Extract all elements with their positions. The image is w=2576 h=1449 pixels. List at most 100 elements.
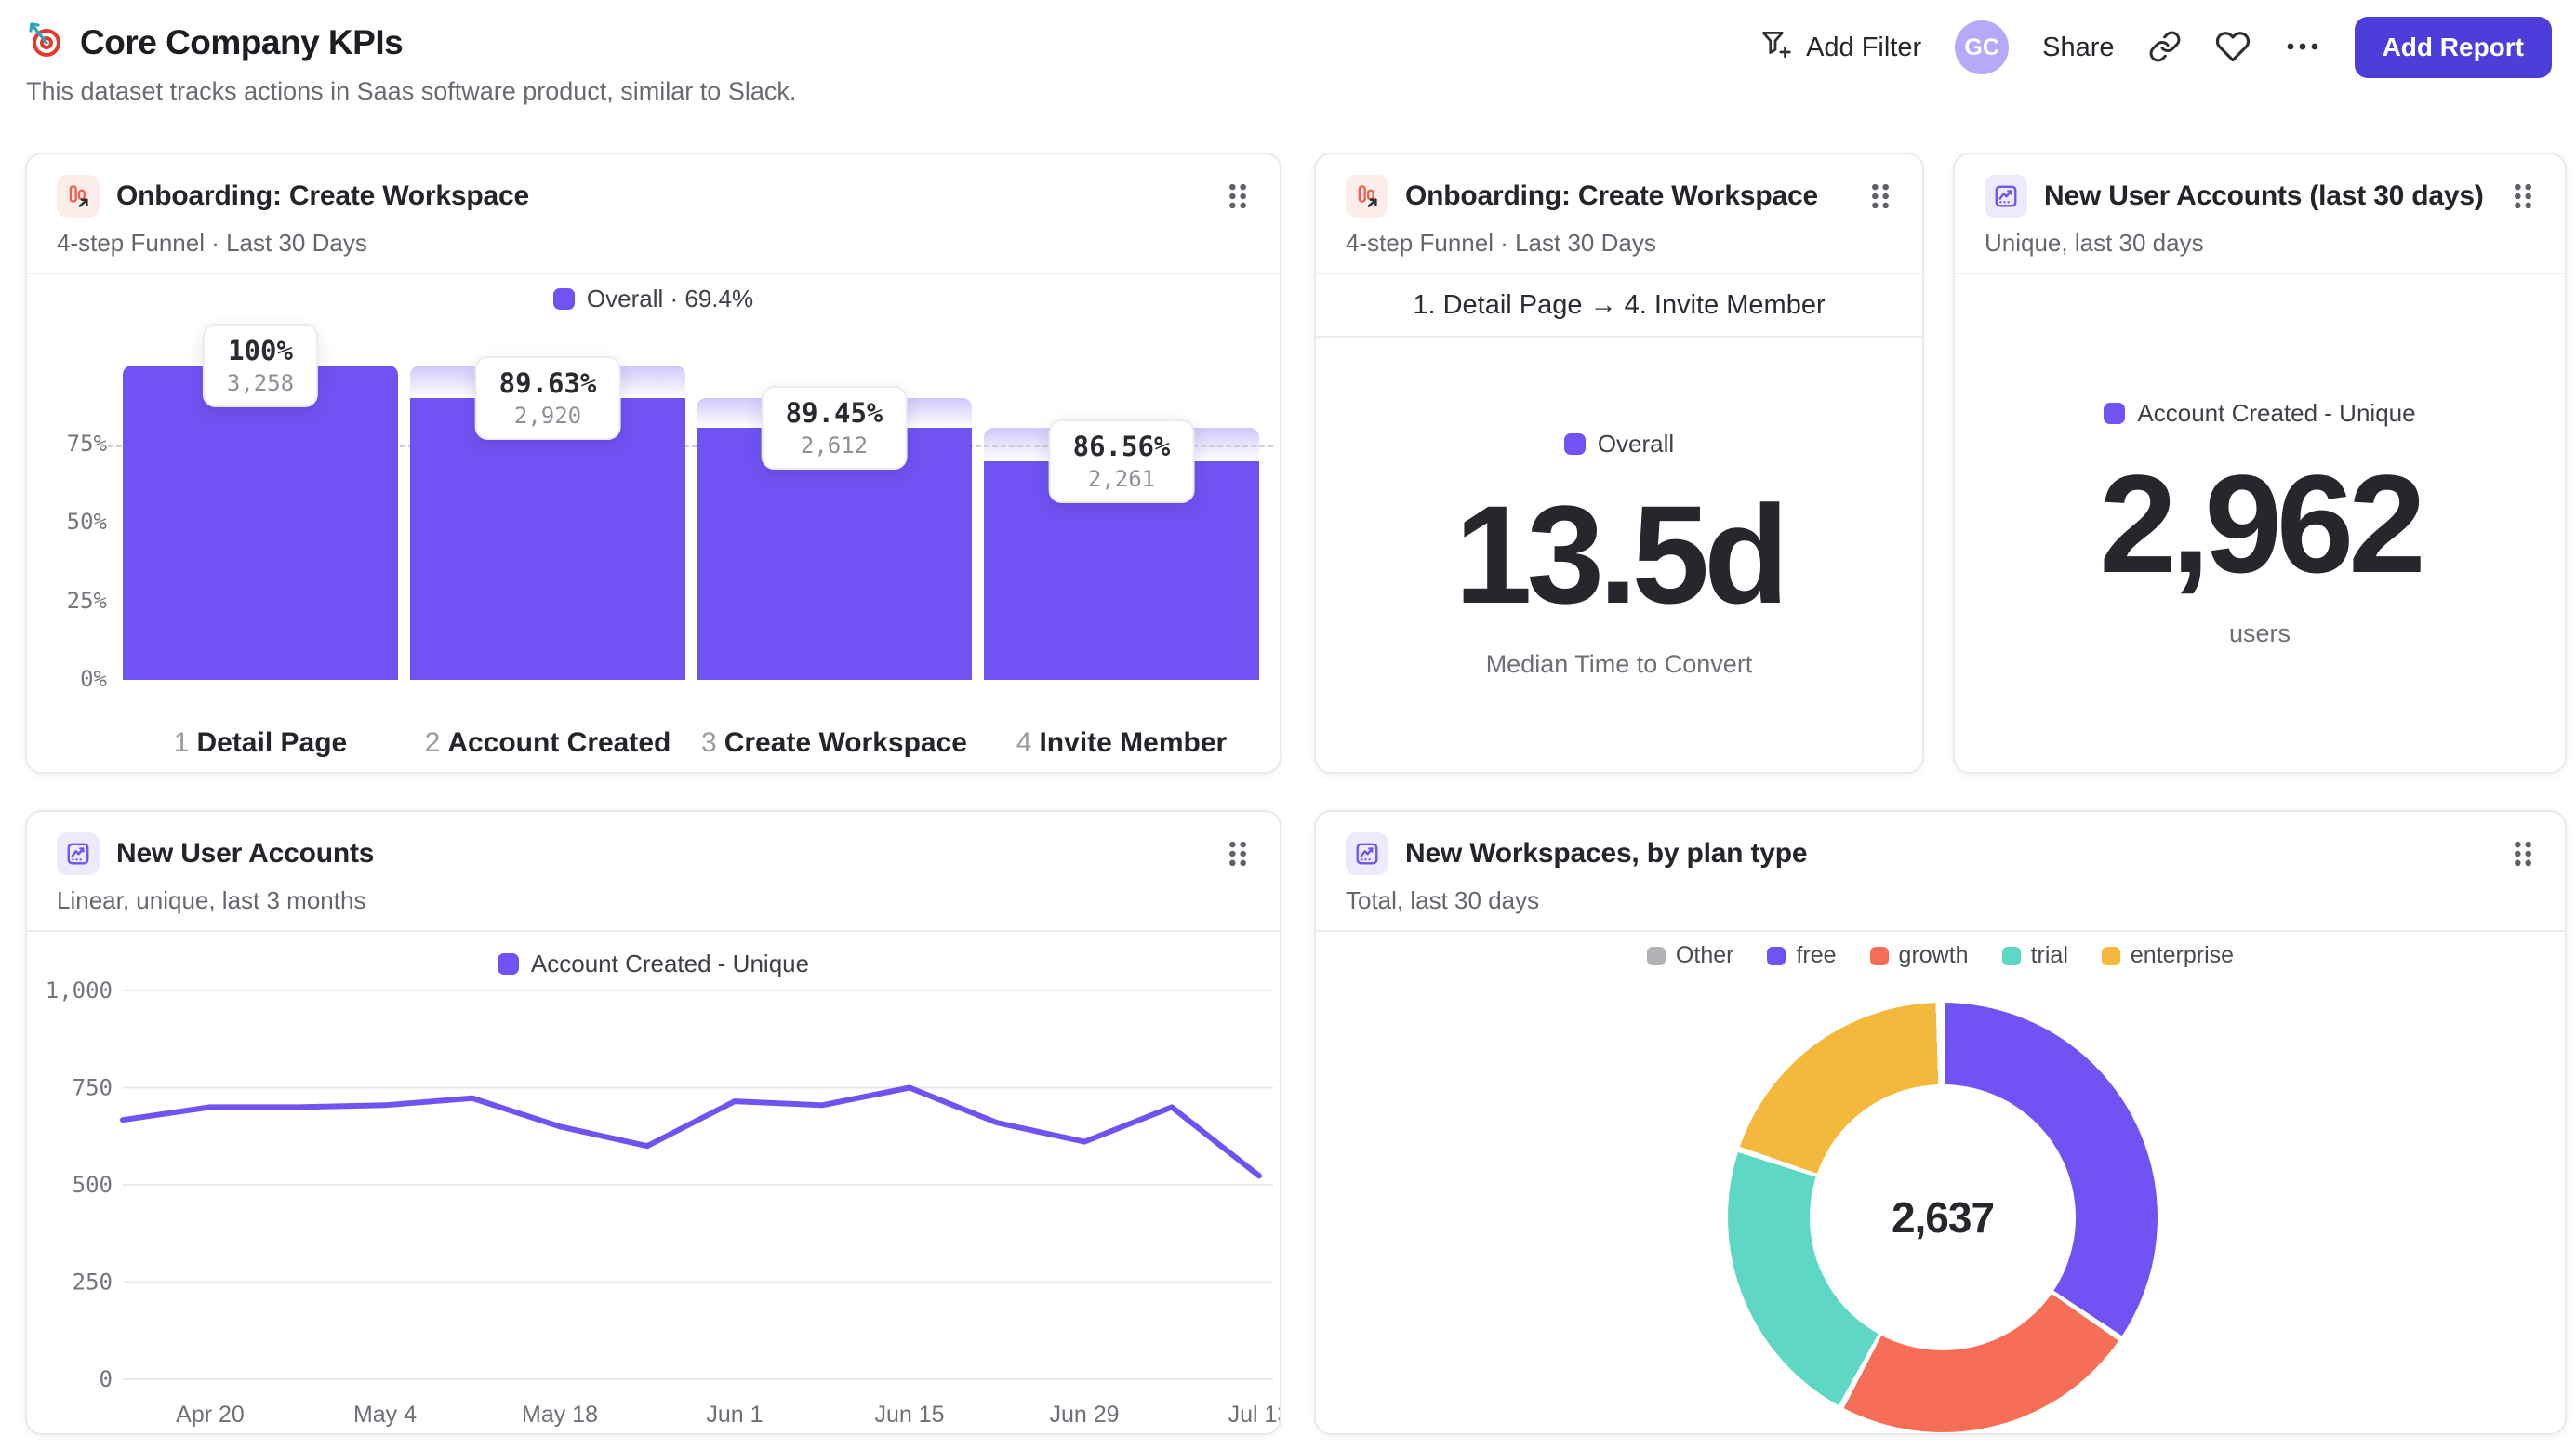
card-workspaces-by-plan: New Workspaces, by plan type Total, last… <box>1314 810 2567 1435</box>
legend-chip <box>1563 432 1586 455</box>
funnel-step-pct: 89.45% <box>785 397 883 430</box>
legend-item-free[interactable]: free <box>1767 942 1837 969</box>
funnel-value-tooltip: 100% 3,258 <box>202 324 319 407</box>
funnel-step-count: 3,258 <box>226 370 295 396</box>
funnel-step-number: 2 <box>424 727 441 758</box>
link-icon <box>2148 30 2182 66</box>
funnel-y-tick-label: 0% <box>80 666 107 692</box>
legend-label: Overall <box>1597 429 1675 458</box>
card-title: New Workspaces, by plan type <box>1405 838 1808 869</box>
donut-legend: Other free growth trial enterprise <box>1316 942 2565 969</box>
legend-label: Overall · 69.4% <box>586 285 754 312</box>
funnel-step-number: 4 <box>1016 727 1032 758</box>
y-axis-label: 500 <box>73 1172 113 1198</box>
card-subtitle: 4-step Funnel · Last 30 Days <box>1346 229 1656 257</box>
funnel-step-label: 3 Create Workspace <box>697 727 972 759</box>
funnel-y-tick-label: 50% <box>66 509 107 535</box>
metric-legend[interactable]: Account Created - Unique <box>2104 398 2416 428</box>
funnel-step-name: Create Workspace <box>724 727 967 758</box>
donut-chart[interactable]: 2,637 <box>1728 1003 2158 1432</box>
trend-line <box>120 1084 1262 1179</box>
legend-item-other[interactable]: Other <box>1646 942 1734 969</box>
card-title: Onboarding: Create Workspace <box>116 180 529 211</box>
line-chart-icon <box>1985 175 2027 218</box>
y-axis-label: 0 <box>100 1366 113 1392</box>
funnel-value-tooltip: 89.45% 2,612 <box>761 386 908 471</box>
card-accounts-trend: New User Accounts Linear, unique, last 3… <box>25 810 1281 1435</box>
heart-icon <box>2215 29 2251 67</box>
funnel-y-tick-label: 75% <box>66 430 107 457</box>
funnel-step-name: Detail Page <box>196 727 348 758</box>
favorite-button[interactable] <box>2215 29 2251 67</box>
legend-label: Other <box>1675 942 1734 968</box>
drag-handle-icon[interactable] <box>2511 838 2535 870</box>
target-icon <box>26 20 65 64</box>
card-header: New User Accounts Linear, unique, last 3… <box>27 812 1280 932</box>
legend-label: growth <box>1898 942 1969 968</box>
copy-link-button[interactable] <box>2148 30 2182 66</box>
card-title: New User Accounts <box>116 838 375 869</box>
line-chart-svg: 1,000 750 500 250 0 Apr 20 May 4 May 18 Jun 1 Jun… <box>46 977 1280 1428</box>
metric-caption: users <box>2228 618 2291 647</box>
y-axis-label: 1,000 <box>46 977 113 1004</box>
funnel-step-name: Invite Member <box>1039 727 1228 758</box>
card-header: Onboarding: Create Workspace 4-step Funn… <box>27 154 1280 274</box>
legend-label: trial <box>2030 942 2068 968</box>
legend-chip <box>552 288 575 310</box>
donut-center: 2,637 <box>1810 1084 2076 1350</box>
add-filter-label: Add Filter <box>1806 32 1922 62</box>
ellipsis-icon <box>2284 40 2321 56</box>
x-axis-label: May 18 <box>522 1402 598 1428</box>
legend-chip <box>1869 946 1889 965</box>
legend-item-growth[interactable]: growth <box>1869 942 1969 969</box>
line-chart-icon <box>57 832 100 875</box>
funnel-step-pct: 100% <box>228 335 293 366</box>
metric-value: 2,962 <box>2099 445 2425 602</box>
funnel-step-label: 4 Invite Member <box>984 727 1259 759</box>
board-header: Core Company KPIs This dataset tracks ac… <box>26 20 796 106</box>
funnel-step-pct: 86.56% <box>1072 431 1171 463</box>
drag-handle-icon[interactable] <box>1868 180 1892 212</box>
x-axis-label: Apr 20 <box>176 1402 245 1428</box>
more-menu-button[interactable] <box>2284 40 2321 56</box>
funnel-value-tooltip: 86.56% 2,261 <box>1048 419 1195 504</box>
add-report-button[interactable]: Add Report <box>2354 17 2552 78</box>
legend-item-trial[interactable]: trial <box>2001 942 2068 969</box>
page-subtitle: This dataset tracks actions in Saas soft… <box>26 77 797 105</box>
funnel-bar[interactable] <box>410 398 685 680</box>
metric-legend[interactable]: Overall <box>1563 429 1675 459</box>
x-axis-label: Jul 13 <box>1228 1402 1280 1428</box>
funnel-step-label: 2 Account Created <box>410 727 685 759</box>
funnel-chart-icon <box>57 175 100 218</box>
funnel-bar[interactable] <box>697 428 972 680</box>
funnel-chart: 75% 50% 25% 0% 100% 3,258 1 Detail Page 89.63% 2,… <box>27 154 1280 772</box>
x-axis-label: Jun 15 <box>874 1402 944 1428</box>
funnel-step-number: 3 <box>701 727 717 758</box>
drag-handle-icon[interactable] <box>2511 180 2535 212</box>
user-avatar[interactable]: GC <box>1955 20 2010 74</box>
funnel-step-number: 1 <box>173 727 190 758</box>
legend-label: Account Created - Unique <box>2137 398 2416 427</box>
legend-label: free <box>1796 942 1837 968</box>
line-legend[interactable]: Account Created - Unique <box>27 950 1280 978</box>
drag-handle-icon[interactable] <box>1226 838 1250 870</box>
add-filter-button[interactable]: Add Filter <box>1758 26 1921 69</box>
funnel-legend[interactable]: Overall · 69.4% <box>27 285 1280 313</box>
line-chart-icon <box>1346 832 1388 875</box>
funnel-step-range: 1. Detail Page → 4. Invite Member <box>1316 274 1922 338</box>
legend-item-enterprise[interactable]: enterprise <box>2101 942 2234 969</box>
legend-label: Account Created - Unique <box>530 950 810 977</box>
funnel-chart-icon <box>1346 175 1388 218</box>
metric-body: Account Created - Unique 2,962 users <box>1955 274 2565 772</box>
filter-plus-icon <box>1758 26 1793 69</box>
legend-chip <box>2001 946 2021 965</box>
legend-chip <box>1767 946 1786 965</box>
x-axis-label: Jun 1 <box>706 1402 763 1428</box>
drag-handle-icon[interactable] <box>1226 180 1250 212</box>
funnel-step-pct: 89.63% <box>498 367 597 400</box>
card-title: New User Accounts (last 30 days) <box>2044 180 2484 211</box>
legend-chip <box>497 953 519 975</box>
share-button[interactable]: Share <box>2042 33 2114 63</box>
funnel-bar[interactable] <box>123 366 398 680</box>
card-time-to-convert: Onboarding: Create Workspace 4-step Funn… <box>1314 153 1924 774</box>
